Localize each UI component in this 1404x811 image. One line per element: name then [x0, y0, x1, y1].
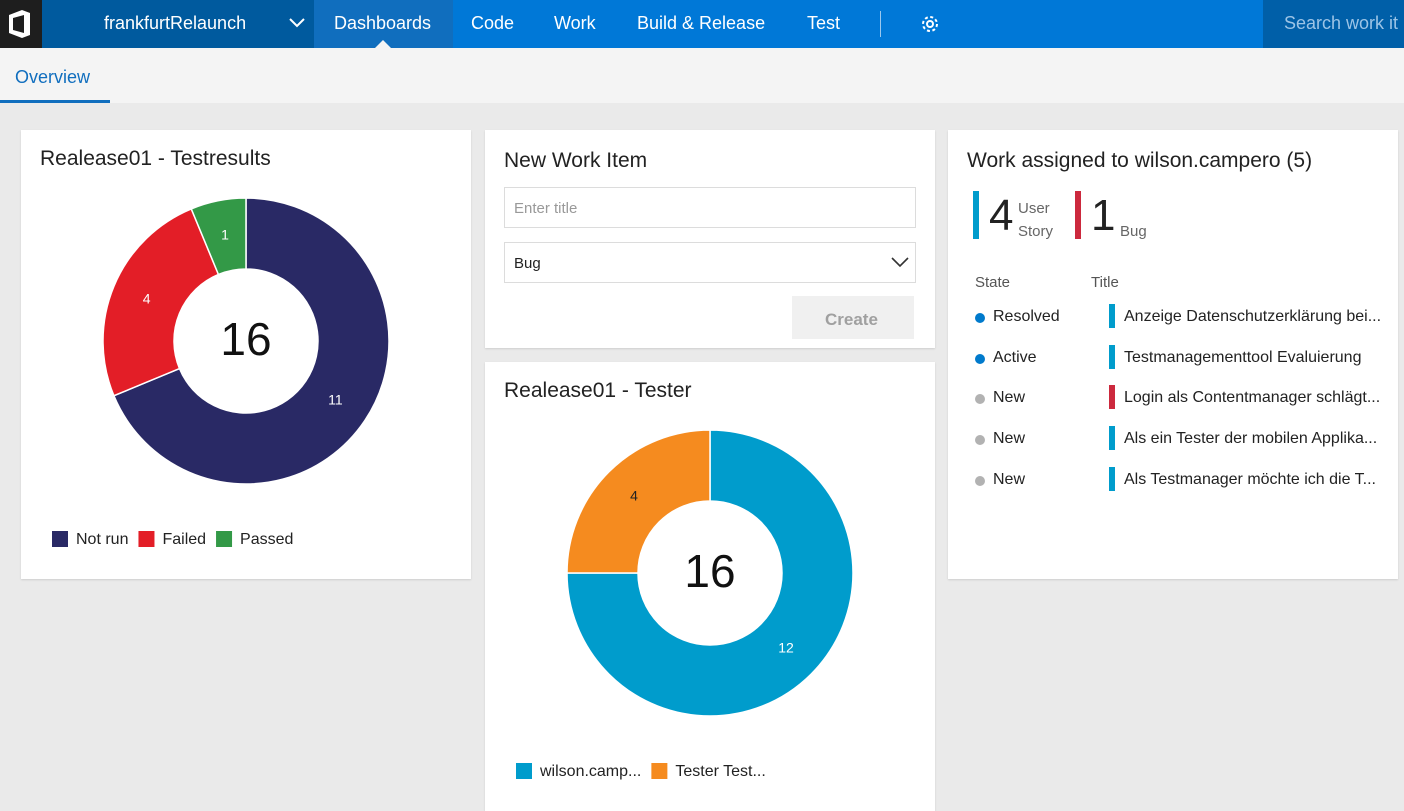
sub-nav: Overview: [0, 48, 1404, 103]
logo[interactable]: [0, 0, 42, 48]
legend-swatch: [516, 763, 532, 779]
tab[interactable]: Overview: [15, 67, 90, 88]
search-box[interactable]: Search work it: [1263, 0, 1404, 48]
type-bar: [1109, 345, 1115, 369]
nav-item[interactable]: Dashboards: [334, 13, 431, 34]
count-number: 4: [989, 192, 1013, 240]
state-dot: [975, 435, 985, 445]
state-cell: New: [993, 430, 1025, 448]
type-bar: [1109, 304, 1115, 328]
column-header: Title: [1091, 274, 1119, 291]
nav-item[interactable]: Code: [471, 13, 514, 34]
state-dot: [975, 476, 985, 486]
active-tab-caret: [375, 40, 391, 48]
separator: [880, 11, 881, 37]
title-cell[interactable]: Anzeige Datenschutzerklärung bei...: [1124, 308, 1381, 326]
count-bar: [973, 191, 979, 239]
center-total: 16: [684, 545, 735, 597]
title-cell[interactable]: Login als Contentmanager schlägt...: [1124, 389, 1380, 407]
widget-card: Work assigned to wilson.campero (5) Stat…: [948, 130, 1398, 579]
legend-label: Not run: [76, 531, 128, 548]
select-value: Bug: [514, 255, 541, 272]
state-cell: New: [993, 389, 1025, 407]
legend-label: Tester Test...: [675, 763, 765, 780]
state-cell: New: [993, 471, 1025, 489]
slice-label: 12: [778, 640, 794, 656]
title-cell[interactable]: Als ein Tester der mobilen Applika...: [1124, 430, 1377, 448]
logo-icon: [0, 0, 42, 48]
count-number: 1: [1091, 192, 1115, 240]
button-label: Create: [825, 310, 878, 330]
create-button[interactable]: Create: [792, 296, 914, 339]
legend-label: Passed: [240, 531, 293, 548]
slice-label: 4: [630, 488, 638, 504]
donut-chart: 11 4 1 16 Not run Failed Passed: [21, 130, 471, 579]
legend-swatch: [52, 531, 68, 547]
tab-underline: [0, 100, 110, 103]
donut-chart: 12 4 16 wilson.camp... Tester Test...: [485, 362, 935, 811]
legend-swatch: [651, 763, 667, 779]
count-bar: [1075, 191, 1081, 239]
widget-card: New Work Item Enter title Bug Create: [485, 130, 935, 348]
legend-swatch: [216, 531, 232, 547]
slice-label: 1: [221, 226, 229, 242]
top-bar: frankfurtRelaunch Dashboards Code Work B…: [0, 0, 1404, 48]
widget-title: New Work Item: [504, 149, 647, 173]
input-placeholder: Enter title: [514, 200, 577, 217]
pie-slice: [103, 209, 218, 396]
widget-card: Realease01 - Testresults 114116Not runFa…: [21, 130, 471, 579]
chevron: [288, 16, 306, 30]
settings-icon[interactable]: [919, 13, 941, 35]
slice-label: 11: [328, 391, 343, 407]
project-selector[interactable]: frankfurtRelaunch: [42, 0, 314, 48]
widget-card: Realease01 - Tester 12416wilson.camp...T…: [485, 362, 935, 811]
state-cell: Active: [993, 349, 1037, 367]
nav-item[interactable]: Test: [807, 13, 840, 34]
nav-item[interactable]: Work: [554, 13, 596, 34]
title-input[interactable]: Enter title: [504, 187, 916, 228]
widget-title: Work assigned to wilson.campero (5): [967, 149, 1312, 173]
type-bar: [1109, 467, 1115, 491]
center-total: 16: [220, 313, 271, 365]
legend-label: wilson.camp...: [539, 763, 641, 780]
nav-item[interactable]: Build & Release: [637, 13, 765, 34]
type-bar: [1109, 385, 1115, 409]
count-label: Bug: [1120, 220, 1164, 243]
project-name: frankfurtRelaunch: [104, 13, 246, 34]
state-dot: [975, 394, 985, 404]
legend-swatch: [138, 531, 154, 547]
chevron: [891, 256, 909, 268]
legend-label: Failed: [162, 531, 206, 548]
column-header: State: [975, 274, 1010, 291]
type-select[interactable]: Bug: [504, 242, 916, 283]
state-cell: Resolved: [993, 308, 1060, 326]
state-dot: [975, 354, 985, 364]
title-cell[interactable]: Testmanagementtool Evaluierung: [1124, 349, 1361, 367]
search-placeholder: Search work it: [1284, 13, 1398, 34]
title-cell[interactable]: Als Testmanager möchte ich die T...: [1124, 471, 1376, 489]
state-dot: [975, 313, 985, 323]
type-bar: [1109, 426, 1115, 450]
count-label: User Story: [1018, 197, 1062, 243]
slice-label: 4: [143, 291, 151, 307]
